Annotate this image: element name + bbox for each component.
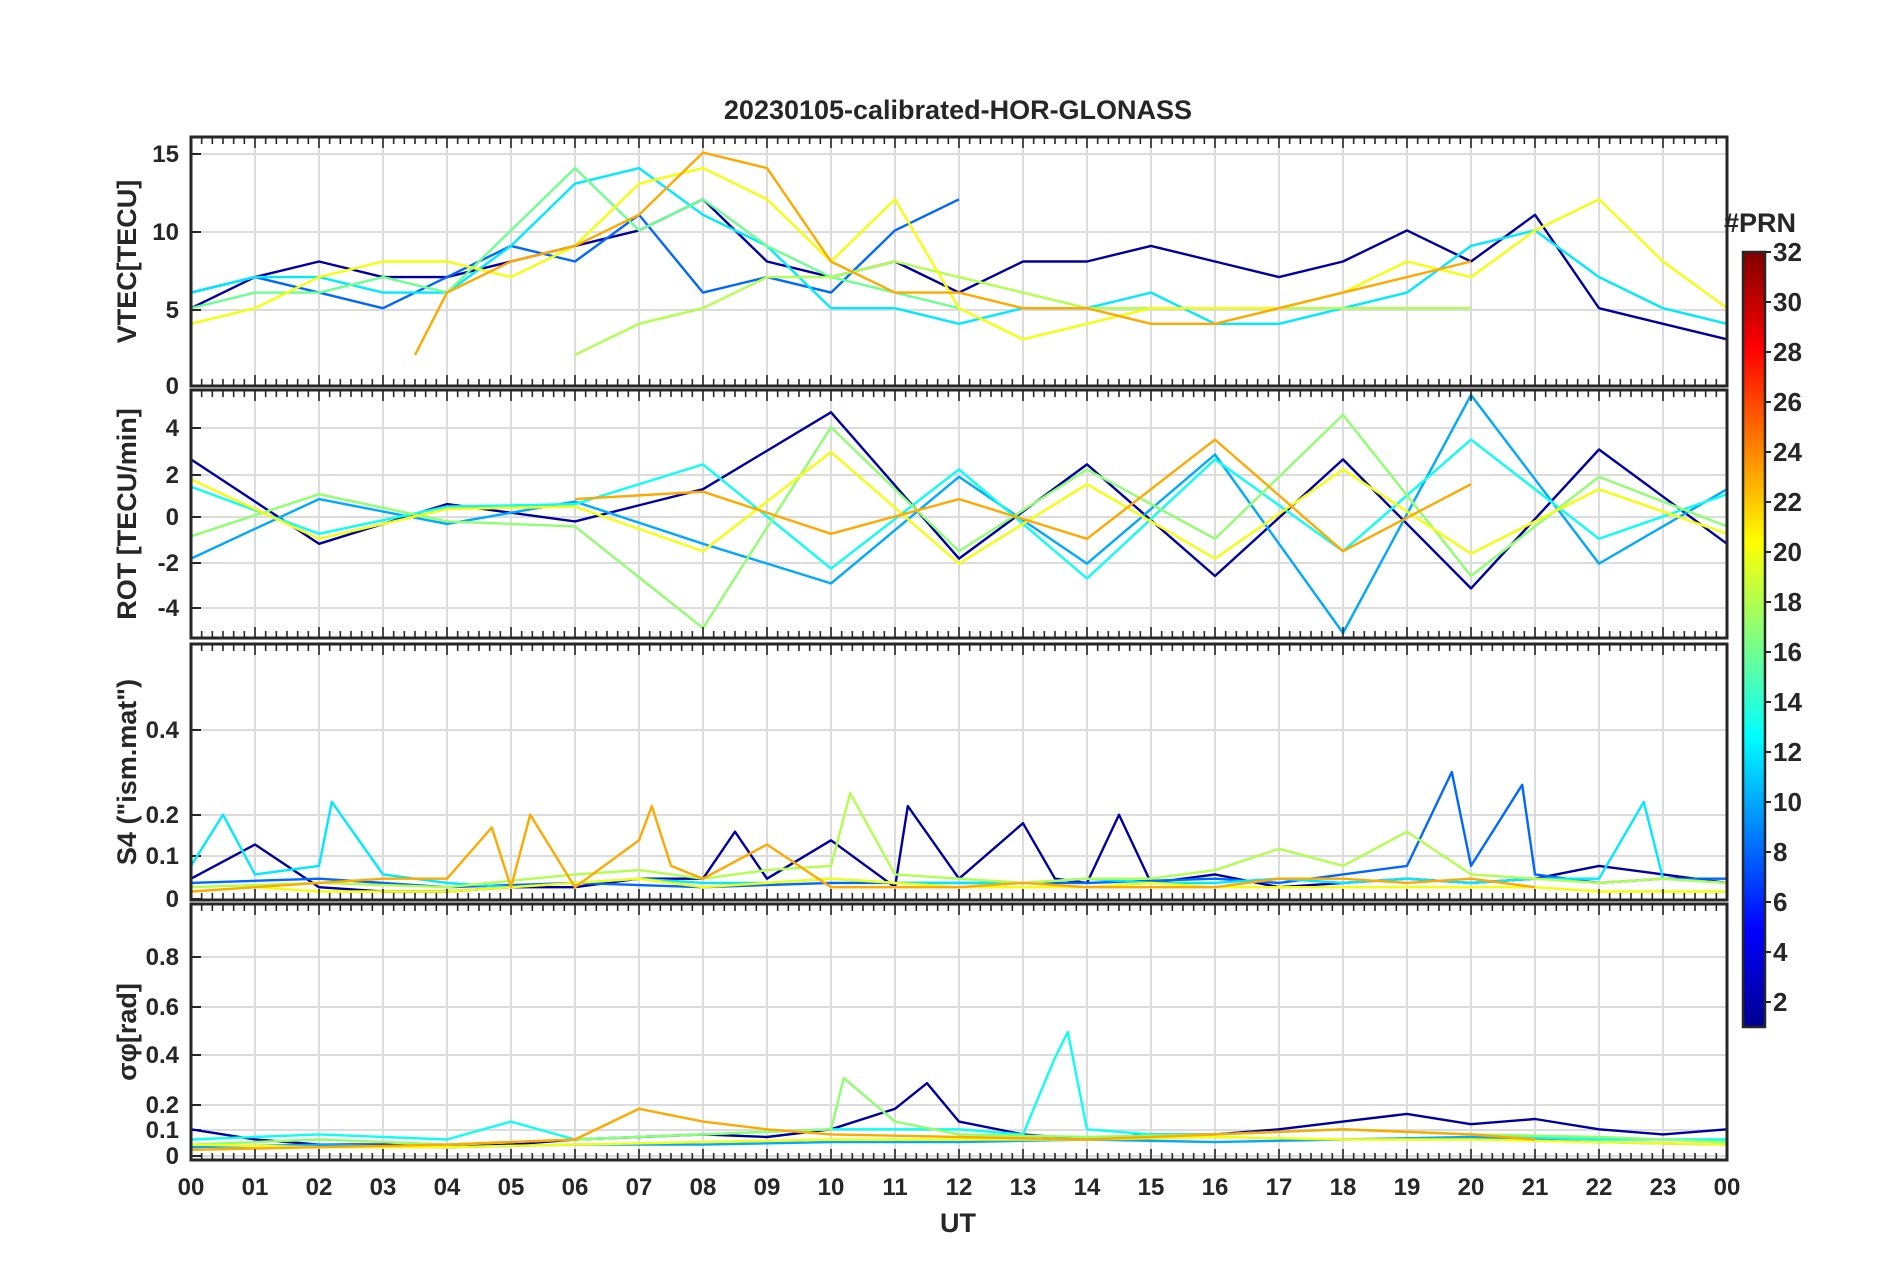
x-tick-label: 23 bbox=[1650, 1174, 1677, 1201]
y-tick-label: 0 bbox=[166, 1143, 179, 1170]
y-tick-label: -2 bbox=[158, 550, 179, 577]
x-axis-label: UT bbox=[940, 1208, 976, 1238]
x-tick-label: 13 bbox=[1010, 1174, 1037, 1201]
x-tick-label: 15 bbox=[1138, 1174, 1165, 1201]
y-tick-label: -4 bbox=[158, 595, 180, 622]
colorbar-tick-label: 26 bbox=[1773, 387, 1802, 417]
y-tick-label: 0.1 bbox=[146, 843, 179, 870]
x-axis: 00 01 02 03 04 05 06 07 08 09 10 11 12 13 14 15 16 17 18 19… bbox=[178, 1174, 1741, 1201]
colorbar-tick-label: 2 bbox=[1773, 987, 1787, 1017]
x-tick-label: 22 bbox=[1586, 1174, 1613, 1201]
x-tick-label: 04 bbox=[434, 1174, 461, 1201]
series-prn-17 bbox=[190, 413, 1728, 630]
colorbar-tick-label: 24 bbox=[1773, 437, 1802, 467]
y-tick-label: 0 bbox=[166, 886, 179, 913]
panel-2: 4 2 0 -2 -4 ROT [TECU/min] bbox=[112, 388, 1729, 640]
x-tick-label: 12 bbox=[946, 1174, 973, 1201]
y-tick-label: 0.2 bbox=[146, 802, 179, 829]
panel-4: 0.8 0.6 0.4 0.20.10 σφ[rad] bbox=[112, 902, 1729, 1170]
x-tick-label: 02 bbox=[306, 1174, 333, 1201]
y-axis-label: σφ[rad] bbox=[112, 983, 142, 1081]
colorbar-tick-label: 30 bbox=[1773, 287, 1802, 317]
y-tick-label: 5 bbox=[166, 297, 179, 324]
x-tick-label: 11 bbox=[882, 1174, 907, 1201]
panel-frame bbox=[189, 388, 1729, 640]
y-tick-label: 10 bbox=[152, 219, 179, 246]
colorbar-tick-label: 20 bbox=[1773, 537, 1802, 567]
series-prn-18 bbox=[574, 260, 1471, 356]
x-tick-label: 09 bbox=[754, 1174, 781, 1201]
series-prn-23 bbox=[574, 438, 1472, 553]
y-tick-label: 0 bbox=[166, 373, 179, 400]
x-tick-label: 03 bbox=[370, 1174, 397, 1201]
y-axis-label: VTEC[TECU] bbox=[112, 180, 142, 344]
y-axis-label: ROT [TECU/min] bbox=[112, 408, 142, 619]
x-tick-label: 07 bbox=[626, 1174, 653, 1201]
x-tick-label: 17 bbox=[1266, 1174, 1293, 1201]
series-prn-2 bbox=[190, 411, 1728, 590]
panel-frame bbox=[189, 642, 1729, 902]
series-prn-13 bbox=[190, 438, 1728, 580]
y-tick-label: 0.6 bbox=[146, 994, 179, 1021]
y-tick-label: 2 bbox=[166, 462, 179, 489]
colorbar-label: #PRN bbox=[1724, 208, 1796, 238]
x-tick-label: 20 bbox=[1458, 1174, 1485, 1201]
panel-frame bbox=[189, 902, 1729, 1162]
x-tick-label: 10 bbox=[818, 1174, 845, 1201]
x-tick-label: 01 bbox=[242, 1174, 269, 1201]
series-prn-20 bbox=[190, 166, 1728, 341]
panels-group: 15 10 5 0 VTEC[TECU] 4 2 0 -2 -4 ROT [TECU/min] 0.4… bbox=[112, 135, 1729, 1170]
y-tick-label: 0.2 bbox=[146, 1092, 179, 1119]
colorbar-tick-label: 12 bbox=[1773, 737, 1802, 767]
y-tick-label: 0 bbox=[166, 504, 179, 531]
series-prn-12 bbox=[189, 800, 1728, 889]
series-prn-23 bbox=[190, 1107, 1536, 1151]
colorbar-tick-label: 10 bbox=[1773, 787, 1802, 817]
colorbar: 32 30 28 26 24 22 20 18 16 14 12 10 8 6 4 2 bbox=[1741, 237, 1802, 1029]
x-tick-label: 08 bbox=[690, 1174, 717, 1201]
colorbar-tick-label: 28 bbox=[1773, 337, 1802, 367]
series-prn-20 bbox=[190, 1135, 1728, 1149]
panel-1: 15 10 5 0 VTEC[TECU] bbox=[112, 135, 1729, 400]
x-tick-label: 06 bbox=[562, 1174, 589, 1201]
x-tick-label: 19 bbox=[1394, 1174, 1421, 1201]
colorbar-tick-label: 18 bbox=[1773, 587, 1802, 617]
colorbar-tick-label: 14 bbox=[1773, 687, 1802, 717]
colorbar-tick-label: 6 bbox=[1773, 887, 1787, 917]
series-prn-23 bbox=[413, 151, 1472, 356]
colorbar-gradient bbox=[1741, 250, 1767, 1029]
y-tick-label: 0.4 bbox=[146, 717, 180, 744]
x-tick-label: 00 bbox=[1714, 1174, 1741, 1201]
x-tick-label: 14 bbox=[1074, 1174, 1101, 1201]
colorbar-tick-label: 32 bbox=[1773, 237, 1802, 267]
colorbar-tick-label: 22 bbox=[1773, 487, 1802, 517]
colorbar-tick-label: 16 bbox=[1773, 637, 1802, 667]
y-axis-label: S4 ("ism.mat") bbox=[112, 679, 142, 865]
panel-frame bbox=[189, 135, 1729, 388]
y-tick-label: 4 bbox=[166, 415, 180, 442]
colorbar-tick-label: 8 bbox=[1773, 837, 1787, 867]
series-prn-20 bbox=[190, 450, 1728, 565]
x-tick-label: 21 bbox=[1522, 1174, 1549, 1201]
y-tick-label: 0.8 bbox=[146, 944, 179, 971]
panel-3: 0.4 0.2 0.1 0 S4 ("ism.mat") bbox=[112, 642, 1729, 913]
x-tick-label: 00 bbox=[178, 1174, 205, 1201]
series-prn-23 bbox=[190, 804, 1536, 893]
x-tick-label: 18 bbox=[1330, 1174, 1357, 1201]
chart-title: 20230105-calibrated-HOR-GLONASS bbox=[724, 95, 1192, 125]
colorbar-tick-label: 4 bbox=[1773, 937, 1788, 967]
y-tick-label: 0.1 bbox=[146, 1117, 179, 1144]
x-tick-label: 05 bbox=[498, 1174, 525, 1201]
y-tick-label: 15 bbox=[152, 141, 179, 168]
x-tick-label: 16 bbox=[1202, 1174, 1229, 1201]
y-tick-label: 0.4 bbox=[146, 1042, 180, 1069]
